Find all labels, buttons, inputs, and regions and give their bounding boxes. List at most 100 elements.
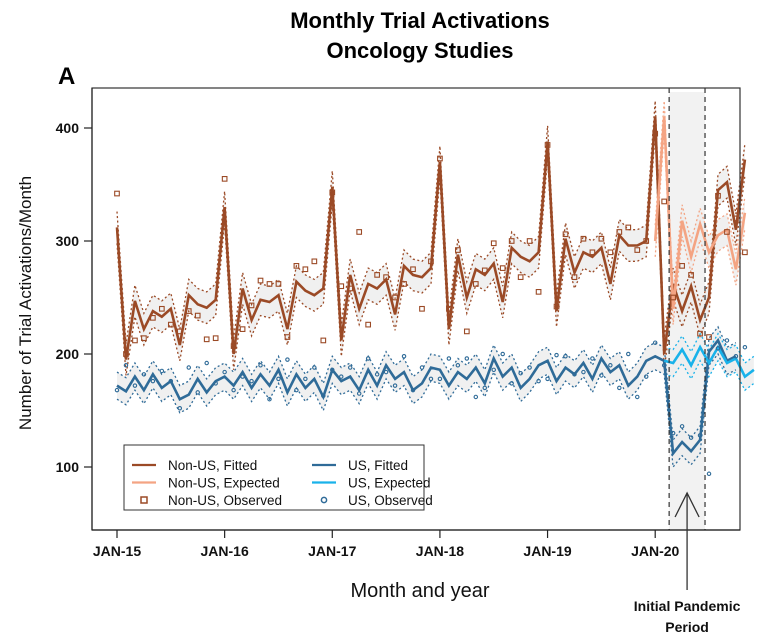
- us-observed-point: [383, 369, 389, 375]
- nonus-observed-point: [338, 283, 345, 290]
- us-observed-point: [715, 346, 721, 351]
- us-observed-point: [643, 374, 649, 379]
- us-observed-point: [509, 381, 514, 386]
- nonus-observed-point: [132, 337, 138, 344]
- annotation-text-line-1: Initial Pandemic: [634, 598, 741, 614]
- nonus-observed-point: [284, 334, 291, 340]
- nonus-observed-point: [311, 258, 318, 265]
- us-observed-point: [294, 387, 299, 393]
- nonus-observed-point: [212, 335, 219, 342]
- us-observed-point: [742, 344, 748, 350]
- nonus-observed-point: [733, 215, 739, 222]
- nonus-observed-point: [490, 240, 497, 247]
- nonus-observed-point: [150, 314, 156, 321]
- nonus-observed-point: [428, 258, 434, 265]
- nonus-observed-point: [401, 281, 407, 287]
- ci-upper-us_fitted: [116, 325, 737, 442]
- nonus-observed-point: [742, 249, 748, 256]
- nonus-observed-point: [221, 176, 228, 182]
- series-line-nonus_expected: [653, 116, 747, 309]
- us-observed-point: [455, 363, 461, 368]
- us-observed-point: [626, 351, 631, 357]
- nonus-observed-point: [535, 288, 542, 295]
- nonus-observed-point: [419, 305, 425, 312]
- nonus-observed-point: [320, 337, 327, 344]
- us-observed-point: [518, 370, 523, 376]
- nonus-observed-point: [472, 281, 479, 287]
- us-observed-point: [392, 383, 398, 388]
- nonus-observed-point: [724, 229, 730, 235]
- y-tick-label: 300: [56, 233, 80, 249]
- nonus-observed-point: [203, 336, 210, 343]
- nonus-observed-point: [167, 321, 174, 328]
- us-observed-point: [321, 393, 326, 399]
- legend-label: Non-US, Observed: [168, 493, 282, 508]
- legend-label: US, Observed: [348, 493, 433, 508]
- nonus-observed-point: [141, 335, 147, 342]
- us-observed-point: [545, 376, 550, 382]
- nonus-observed-point: [670, 294, 676, 301]
- nonus-observed-point: [571, 274, 578, 281]
- nonus-observed-point: [446, 305, 452, 312]
- us-observed-point: [159, 368, 165, 374]
- nonus-observed-point: [616, 229, 623, 235]
- us-observed-point: [231, 387, 236, 393]
- us-observed-point: [464, 356, 470, 361]
- nonus-observed-point: [625, 224, 632, 231]
- x-tick-label: JAN-17: [308, 543, 356, 559]
- nonus-observed-point: [275, 281, 282, 287]
- legend-label: US, Expected: [348, 476, 431, 491]
- x-tick-label: JAN-18: [416, 543, 464, 559]
- us-observed-point: [123, 363, 129, 368]
- us-observed-point: [527, 365, 532, 370]
- ci-lower-us_expected: [664, 359, 755, 392]
- nonus-observed-point: [374, 272, 380, 278]
- nonus-observed-point: [643, 238, 650, 244]
- nonus-observed-point: [715, 192, 721, 199]
- us-observed-point: [285, 357, 290, 362]
- nonus-observed-point: [544, 142, 551, 148]
- nonus-observed-point: [185, 308, 192, 314]
- pandemic-annotation: Initial Pandemic Period: [634, 491, 741, 635]
- us-observed-point: [186, 365, 192, 370]
- ci-band-nonus_fitted: [117, 100, 745, 376]
- y-tick-label: 200: [56, 346, 80, 362]
- us-observed-point: [617, 385, 622, 391]
- nonus-observed-point: [607, 249, 614, 256]
- us-observed-point: [724, 338, 730, 343]
- chart-title-line-1: Monthly Trial Activations: [290, 8, 550, 33]
- us-observed-point: [590, 356, 595, 361]
- legend-label: Non-US, Fitted: [168, 458, 257, 473]
- nonus-observed-point: [257, 277, 264, 284]
- annotation-text-line-2: Period: [665, 619, 709, 635]
- series-line-nonus_fitted: [115, 116, 747, 360]
- us-observed-point: [312, 365, 317, 370]
- us-observed-point: [356, 391, 362, 396]
- us-observed-point: [168, 378, 174, 384]
- us-observed-point: [706, 471, 712, 477]
- us-observed-point: [428, 376, 434, 382]
- us-observed-point: [554, 352, 559, 358]
- us-observed-point: [347, 365, 353, 370]
- us-observed-point: [240, 374, 245, 379]
- series-line-us_expected: [663, 344, 755, 379]
- nonus-observed-point: [392, 294, 398, 301]
- us-observed-point: [670, 430, 676, 436]
- nonus-observed-point: [688, 272, 694, 278]
- legend-label: Non-US, Expected: [168, 476, 280, 491]
- us-observed-point: [419, 365, 425, 370]
- nonus-observed-point: [679, 263, 685, 269]
- us-observed-point: [500, 351, 505, 357]
- us-observed-point: [249, 378, 254, 384]
- nonus-observed-point: [230, 343, 237, 349]
- us-observed-point: [303, 376, 308, 382]
- nonus-observed-point: [383, 274, 389, 281]
- x-tick-label: JAN-19: [523, 543, 571, 559]
- us-observed-point: [437, 376, 443, 382]
- us-observed-point: [473, 394, 479, 400]
- nonus-observed-point: [508, 238, 515, 244]
- us-observed-point: [132, 383, 138, 388]
- us-observed-point: [195, 390, 200, 395]
- ci-band-us_fitted: [117, 326, 736, 467]
- nonus-observed-point: [661, 198, 668, 205]
